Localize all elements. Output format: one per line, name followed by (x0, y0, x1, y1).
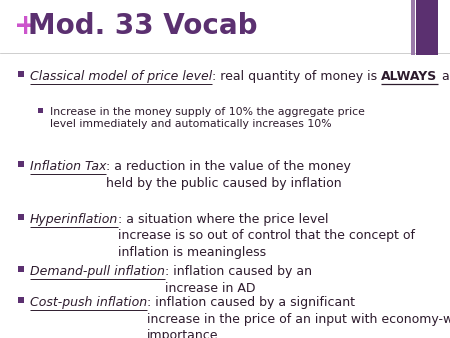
Text: Inflation Tax: Inflation Tax (30, 160, 106, 173)
Text: Hyperinflation: Hyperinflation (30, 213, 118, 226)
Text: Demand-pull inflation: Demand-pull inflation (30, 265, 165, 278)
Text: : real quantity of money is: : real quantity of money is (212, 70, 382, 83)
Text: +: + (14, 12, 37, 40)
Bar (18, 266, 24, 272)
Bar (38, 108, 43, 113)
Text: ALWAYS: ALWAYS (382, 70, 437, 83)
Bar (411, 0, 415, 55)
Text: : a reduction in the value of the money
held by the public caused by inflation: : a reduction in the value of the money … (106, 160, 351, 190)
Bar (416, 0, 438, 55)
Text: Classical model of price level: Classical model of price level (30, 70, 212, 83)
Text: : inflation caused by a significant
increase in the price of an input with econo: : inflation caused by a significant incr… (147, 296, 450, 338)
Text: Cost-push inflation: Cost-push inflation (30, 296, 147, 309)
Text: Increase in the money supply of 10% the aggregate price
level immediately and au: Increase in the money supply of 10% the … (50, 107, 365, 129)
Text: Mod. 33 Vocab: Mod. 33 Vocab (28, 12, 257, 40)
Bar (18, 297, 24, 303)
Text: at its long run equilibrium: at its long run equilibrium (437, 70, 450, 83)
Bar (18, 214, 24, 220)
Text: : inflation caused by an
increase in AD: : inflation caused by an increase in AD (165, 265, 312, 294)
Bar (18, 71, 24, 77)
Bar (18, 161, 24, 167)
Text: : a situation where the price level
increase is so out of control that the conce: : a situation where the price level incr… (118, 213, 415, 259)
